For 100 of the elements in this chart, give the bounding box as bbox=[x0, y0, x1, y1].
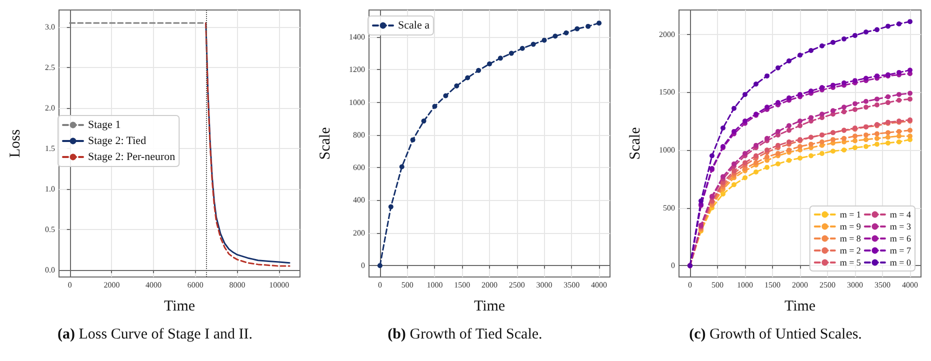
point bbox=[864, 144, 868, 150]
point bbox=[732, 168, 736, 174]
point bbox=[852, 145, 858, 150]
y-tick-label: 1000 bbox=[659, 145, 675, 154]
point bbox=[896, 98, 902, 103]
point bbox=[886, 94, 890, 100]
point bbox=[754, 169, 758, 174]
point bbox=[742, 175, 748, 180]
text: (a) Loss Curve of Stage I and II. bbox=[58, 326, 252, 342]
point bbox=[465, 75, 470, 80]
point bbox=[798, 118, 802, 124]
y-tick-label: 1400 bbox=[349, 32, 365, 42]
point bbox=[798, 144, 802, 150]
point bbox=[908, 128, 912, 133]
point bbox=[896, 134, 902, 139]
x-tick-label: 3500 bbox=[874, 280, 890, 290]
y-tick-label: 2.5 bbox=[45, 63, 55, 72]
legend-label: m = 2 bbox=[840, 246, 861, 256]
x-tick-label: 1500 bbox=[764, 280, 780, 290]
point bbox=[720, 191, 726, 196]
point bbox=[764, 104, 770, 110]
x-tick-label: 4000 bbox=[146, 280, 162, 290]
point bbox=[820, 150, 824, 156]
point bbox=[830, 148, 836, 154]
point bbox=[896, 21, 902, 26]
point bbox=[454, 83, 460, 88]
point bbox=[908, 19, 912, 24]
x-tick-label: 4000 bbox=[902, 280, 918, 290]
point bbox=[864, 29, 868, 34]
point bbox=[886, 24, 890, 29]
legend-label: m = 8 bbox=[840, 234, 862, 244]
point bbox=[896, 70, 902, 75]
point bbox=[864, 137, 868, 142]
x-tick-label: 8000 bbox=[229, 280, 246, 290]
point bbox=[542, 38, 547, 43]
point bbox=[574, 26, 580, 32]
point bbox=[852, 138, 858, 144]
point bbox=[732, 161, 736, 166]
x-tick-label: 0 bbox=[68, 280, 72, 290]
x-tick-label: 4000 bbox=[591, 280, 608, 290]
point bbox=[432, 104, 438, 109]
point bbox=[776, 150, 780, 156]
y-tick-label: 1200 bbox=[349, 65, 365, 74]
point bbox=[552, 34, 558, 39]
x-tick-label: 0 bbox=[378, 280, 382, 290]
point bbox=[864, 76, 868, 81]
legend-label: Stage 1 bbox=[88, 119, 121, 131]
point bbox=[498, 56, 503, 61]
point bbox=[443, 93, 448, 98]
x-axis-title: Time bbox=[164, 298, 196, 314]
point bbox=[852, 134, 858, 139]
point bbox=[720, 126, 726, 130]
point bbox=[786, 128, 792, 133]
y-tick-label: 400 bbox=[353, 196, 365, 205]
x-tick-label: 10000 bbox=[269, 280, 290, 290]
y-axis-title: Scale bbox=[628, 126, 644, 160]
point bbox=[874, 136, 880, 141]
point bbox=[596, 20, 602, 26]
point bbox=[842, 109, 846, 114]
point bbox=[842, 136, 846, 141]
point bbox=[830, 137, 836, 142]
legend-label: m = 0 bbox=[890, 258, 912, 268]
y-axis-title: Scale bbox=[318, 126, 334, 160]
point bbox=[842, 147, 846, 152]
x-tick-label: 1000 bbox=[426, 280, 443, 290]
y-tick-label: 0 bbox=[361, 261, 365, 270]
point bbox=[698, 198, 704, 204]
point bbox=[842, 80, 846, 86]
point bbox=[886, 140, 890, 146]
point bbox=[508, 50, 514, 56]
point bbox=[874, 27, 880, 32]
y-tick-label: 1500 bbox=[659, 88, 675, 97]
x-tick-label: 2000 bbox=[482, 280, 498, 290]
point bbox=[874, 102, 880, 108]
x-axis-title: Time bbox=[784, 298, 816, 314]
point bbox=[874, 73, 880, 78]
point bbox=[842, 104, 846, 110]
point bbox=[808, 142, 814, 147]
point bbox=[754, 82, 758, 87]
point bbox=[732, 106, 736, 111]
point bbox=[520, 46, 525, 51]
point bbox=[786, 95, 792, 100]
point bbox=[742, 160, 748, 166]
x-tick-label: 3000 bbox=[536, 280, 552, 290]
point bbox=[886, 130, 890, 136]
x-tick-label: 2000 bbox=[104, 280, 120, 290]
y-tick-label: 0.5 bbox=[45, 225, 55, 234]
legend-label: m = 9 bbox=[840, 222, 862, 232]
point bbox=[786, 139, 792, 144]
legend-label: m = 1 bbox=[840, 210, 861, 220]
point bbox=[410, 137, 416, 142]
x-tick-label: 6000 bbox=[187, 280, 204, 290]
x-tick-label: 500 bbox=[712, 280, 724, 290]
y-tick-label: 1000 bbox=[349, 98, 365, 107]
point bbox=[830, 108, 836, 114]
point bbox=[798, 52, 802, 58]
y-tick-label: 2000 bbox=[659, 30, 675, 39]
point bbox=[732, 182, 736, 188]
x-axis-title: Time bbox=[474, 298, 506, 314]
point bbox=[786, 147, 792, 152]
